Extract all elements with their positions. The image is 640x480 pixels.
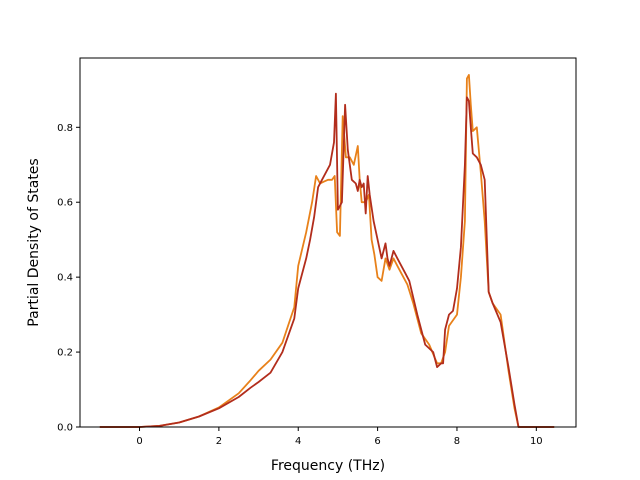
- y-tick-label: 0.4: [57, 273, 73, 284]
- x-tick-label: 0: [136, 436, 142, 447]
- y-tick-label: 0.2: [57, 348, 73, 359]
- series-line-1: [99, 74, 555, 428]
- x-tick-label: 6: [374, 436, 380, 447]
- y-tick-label: 0.0: [57, 423, 73, 434]
- y-tick-label: 0.6: [57, 198, 73, 209]
- series-layer: [99, 74, 555, 428]
- x-axis: 0 2 4 6 8 10: [136, 427, 543, 447]
- x-tick-label: 2: [216, 436, 222, 447]
- series-line-2: [99, 92, 555, 428]
- x-tick-label: 4: [295, 436, 301, 447]
- x-tick-label: 8: [454, 436, 460, 447]
- plot-frame: [79, 57, 577, 428]
- y-tick-label: 0.8: [57, 123, 73, 134]
- x-axis-label: Frequency (THz): [271, 458, 385, 474]
- y-axis-label: Partial Density of States: [26, 158, 42, 326]
- x-tick-label: 10: [530, 436, 543, 447]
- y-axis: 0.0 0.2 0.4 0.6 0.8: [57, 123, 80, 434]
